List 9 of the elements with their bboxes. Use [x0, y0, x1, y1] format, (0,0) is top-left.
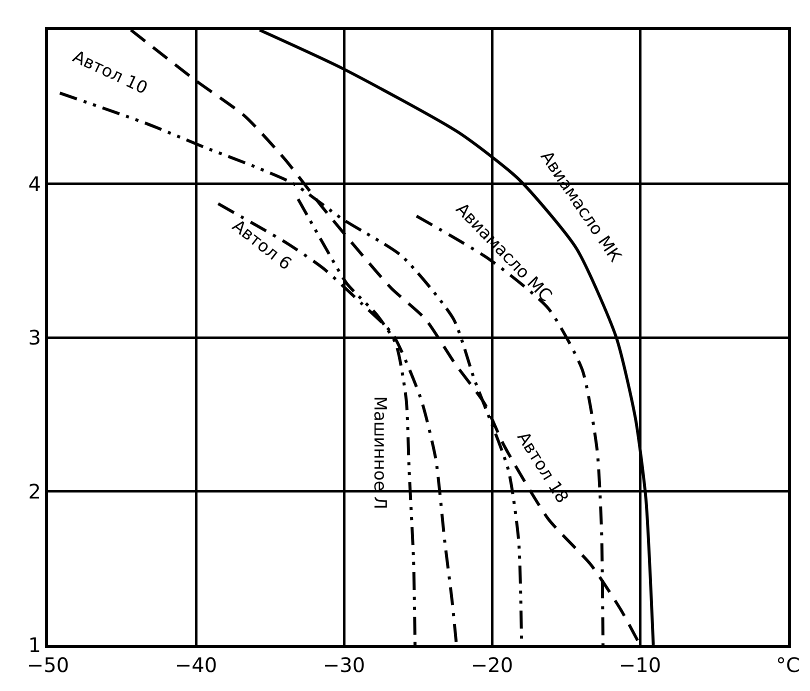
x-tick-label: −30 — [322, 653, 366, 677]
x-tick-label: °C — [776, 653, 800, 677]
x-tick-label: −20 — [470, 653, 514, 677]
y-tick-label: 3 — [28, 326, 41, 350]
text: Машинное Л — [369, 396, 390, 510]
x-tick-label: −40 — [174, 653, 218, 677]
x-tick-label: −10 — [618, 653, 662, 677]
y-tick-label: 2 — [28, 479, 41, 504]
y-tick-label: 4 — [28, 172, 41, 196]
